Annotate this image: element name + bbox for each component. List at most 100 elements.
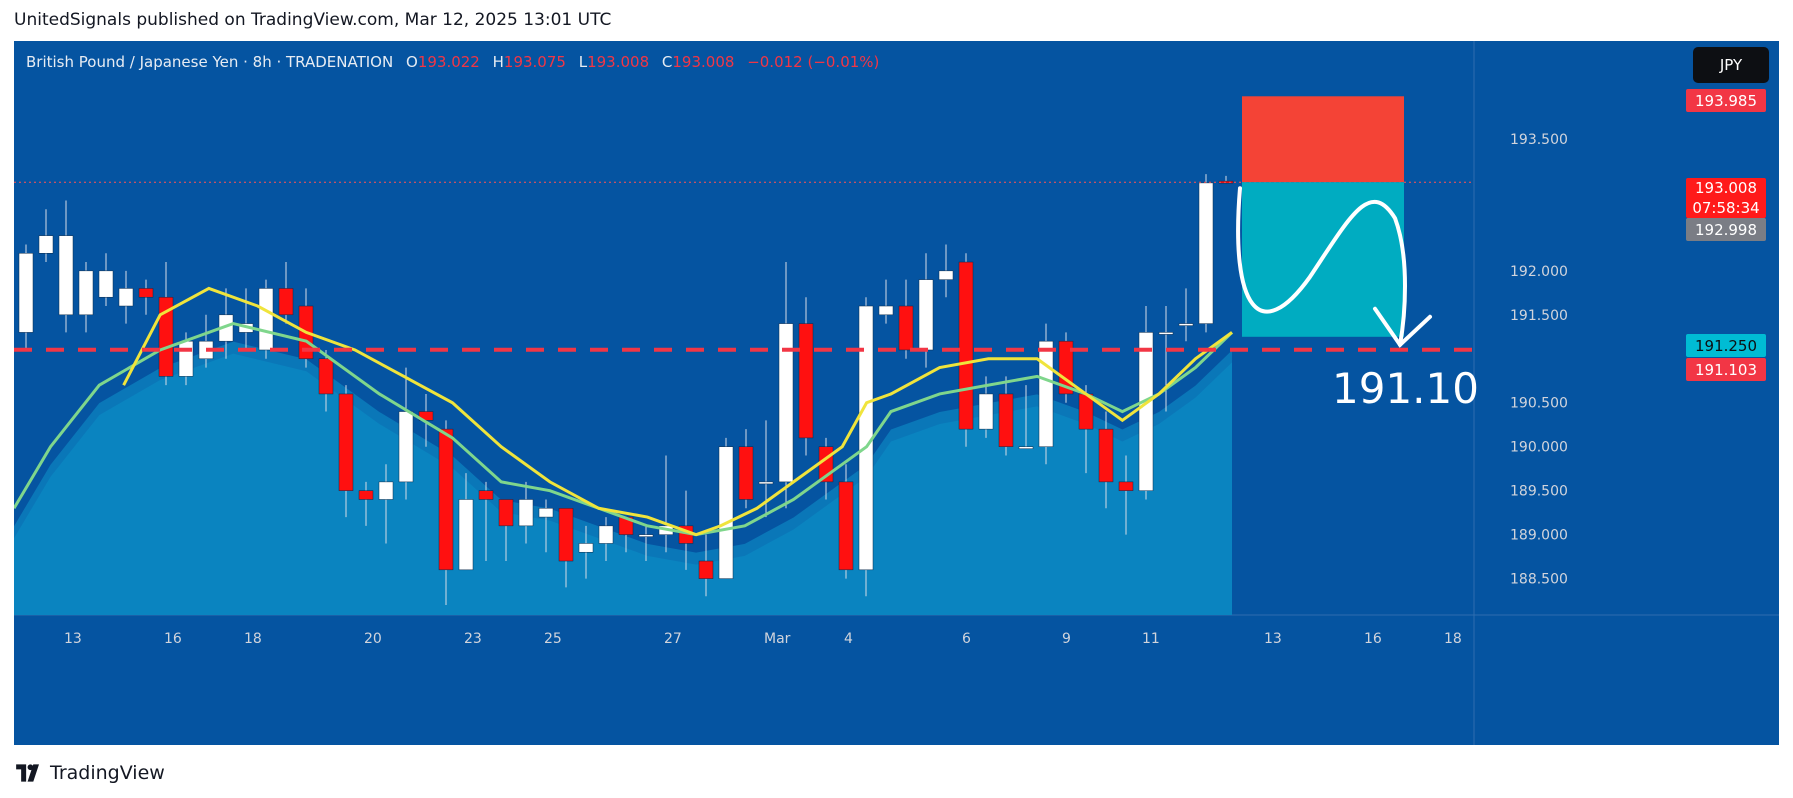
bull-candle bbox=[18, 253, 34, 333]
close-value: 193.008 bbox=[672, 53, 735, 71]
currency-badge[interactable]: JPY bbox=[1693, 47, 1769, 83]
tradingview-logo-icon bbox=[16, 764, 39, 782]
price-tick-label: 190.500 bbox=[1510, 396, 1568, 412]
bar-countdown: 07:58:34 bbox=[1686, 198, 1766, 218]
time-tick-label: 27 bbox=[664, 631, 682, 647]
bull-candle bbox=[518, 499, 534, 527]
bear-candle bbox=[798, 323, 814, 439]
bear-candle bbox=[478, 490, 494, 500]
price-tick-label: 193.500 bbox=[1510, 132, 1568, 148]
bull-candle bbox=[638, 534, 654, 537]
price-tick-label: 190.000 bbox=[1510, 440, 1568, 456]
bull-candle bbox=[398, 411, 414, 483]
time-tick-label: 25 bbox=[544, 631, 562, 647]
ema-slow-line bbox=[14, 322, 1234, 537]
bull-candle bbox=[178, 340, 194, 377]
bull-candle bbox=[1018, 446, 1034, 449]
bear-candle bbox=[998, 393, 1014, 447]
price-tick-label: 192.000 bbox=[1510, 264, 1568, 280]
bull-candle bbox=[978, 393, 994, 430]
low-value: 193.008 bbox=[587, 53, 650, 71]
bear-candle bbox=[698, 560, 714, 579]
bear-candle bbox=[558, 508, 574, 562]
last-price-tag: 193.008 bbox=[1686, 178, 1766, 198]
bull-candle bbox=[778, 323, 794, 483]
close-label: C bbox=[661, 53, 673, 71]
bull-candle bbox=[878, 305, 894, 316]
low-label: L bbox=[578, 53, 588, 71]
bear-candle bbox=[138, 288, 154, 298]
time-tick-label: Mar bbox=[764, 631, 791, 647]
bull-candle bbox=[58, 235, 74, 316]
time-tick-label: 9 bbox=[1062, 631, 1071, 647]
time-tick-label: 20 bbox=[364, 631, 382, 647]
brand-name: TradingView bbox=[50, 762, 165, 784]
bull-candle bbox=[538, 508, 554, 518]
bull-candle bbox=[1158, 332, 1174, 335]
price-tick-label: 189.000 bbox=[1510, 528, 1568, 544]
bull-candle bbox=[78, 270, 94, 316]
bull-candle bbox=[598, 525, 614, 544]
time-tick-label: 6 bbox=[962, 631, 971, 647]
bear-candle bbox=[318, 358, 334, 395]
time-tick-label: 13 bbox=[64, 631, 82, 647]
high-label: H bbox=[492, 53, 504, 71]
price-chart[interactable]: 191.10 193.500 192.000 191.500 190.500 190.00… bbox=[14, 41, 1779, 745]
bull-candle bbox=[258, 288, 274, 351]
bull-candle bbox=[1038, 340, 1054, 447]
bull-candle bbox=[758, 481, 774, 485]
bull-candle bbox=[1198, 182, 1214, 324]
stop-price-tag: 193.985 bbox=[1686, 89, 1766, 112]
bear-candle bbox=[958, 261, 974, 430]
stop-loss-zone bbox=[1242, 96, 1404, 183]
bull-candle bbox=[578, 543, 594, 553]
price-tick-label: 189.500 bbox=[1510, 484, 1568, 500]
target-annotation: 191.10 bbox=[1332, 364, 1479, 413]
bear-candle bbox=[838, 481, 854, 571]
price-tick-label: 188.500 bbox=[1510, 572, 1568, 588]
bear-candle bbox=[1098, 428, 1114, 483]
forecast-arrow-head bbox=[1373, 306, 1432, 348]
time-tick-label: 18 bbox=[244, 631, 262, 647]
time-tick-label: 16 bbox=[164, 631, 182, 647]
symbol-legend: British Pound / Japanese Yen · 8h · TRAD… bbox=[26, 53, 879, 71]
ema-slow-band-inner bbox=[14, 353, 1232, 615]
ema-fast-line bbox=[122, 286, 1233, 537]
tradingview-brand[interactable]: TradingView bbox=[14, 762, 165, 784]
bear-candle bbox=[278, 288, 294, 316]
bear-candle bbox=[498, 499, 514, 527]
bull-candle bbox=[118, 288, 134, 307]
change-value: −0.012 (−0.01%) bbox=[747, 53, 880, 71]
high-value: 193.075 bbox=[503, 53, 566, 71]
time-tick-label: 18 bbox=[1444, 631, 1462, 647]
bear-candle bbox=[358, 490, 374, 500]
target-price-tag: 191.250 bbox=[1686, 334, 1766, 357]
bull-candle bbox=[98, 270, 114, 298]
level-price-tag: 191.103 bbox=[1686, 358, 1766, 381]
bull-candle bbox=[718, 446, 734, 579]
bull-candle bbox=[38, 235, 54, 254]
bear-candle bbox=[738, 446, 754, 500]
symbol-name: British Pound / Japanese Yen · 8h · TRAD… bbox=[26, 53, 394, 71]
bull-candle bbox=[918, 279, 934, 351]
time-tick-label: 11 bbox=[1142, 631, 1160, 647]
time-tick-label: 23 bbox=[464, 631, 482, 647]
bull-candle bbox=[458, 499, 474, 571]
chart-panel[interactable]: 191.10 193.500 192.000 191.500 190.500 190.00… bbox=[14, 41, 1779, 745]
bid-price-tag: 192.998 bbox=[1686, 218, 1766, 241]
bear-candle bbox=[338, 393, 354, 491]
bear-candle bbox=[1118, 481, 1134, 491]
bear-candle bbox=[158, 296, 174, 377]
time-tick-label: 4 bbox=[844, 631, 853, 647]
open-label: O bbox=[406, 53, 418, 71]
bear-candle bbox=[898, 305, 914, 351]
forecast-arrow bbox=[1236, 186, 1407, 347]
bull-candle bbox=[1138, 332, 1154, 491]
time-tick-label: 16 bbox=[1364, 631, 1382, 647]
bear-candle bbox=[438, 428, 454, 571]
price-tick-label: 191.500 bbox=[1510, 308, 1568, 324]
time-tick-label: 13 bbox=[1264, 631, 1282, 647]
bull-candle bbox=[938, 270, 954, 280]
bull-candle bbox=[1178, 323, 1194, 326]
bull-candle bbox=[378, 481, 394, 500]
